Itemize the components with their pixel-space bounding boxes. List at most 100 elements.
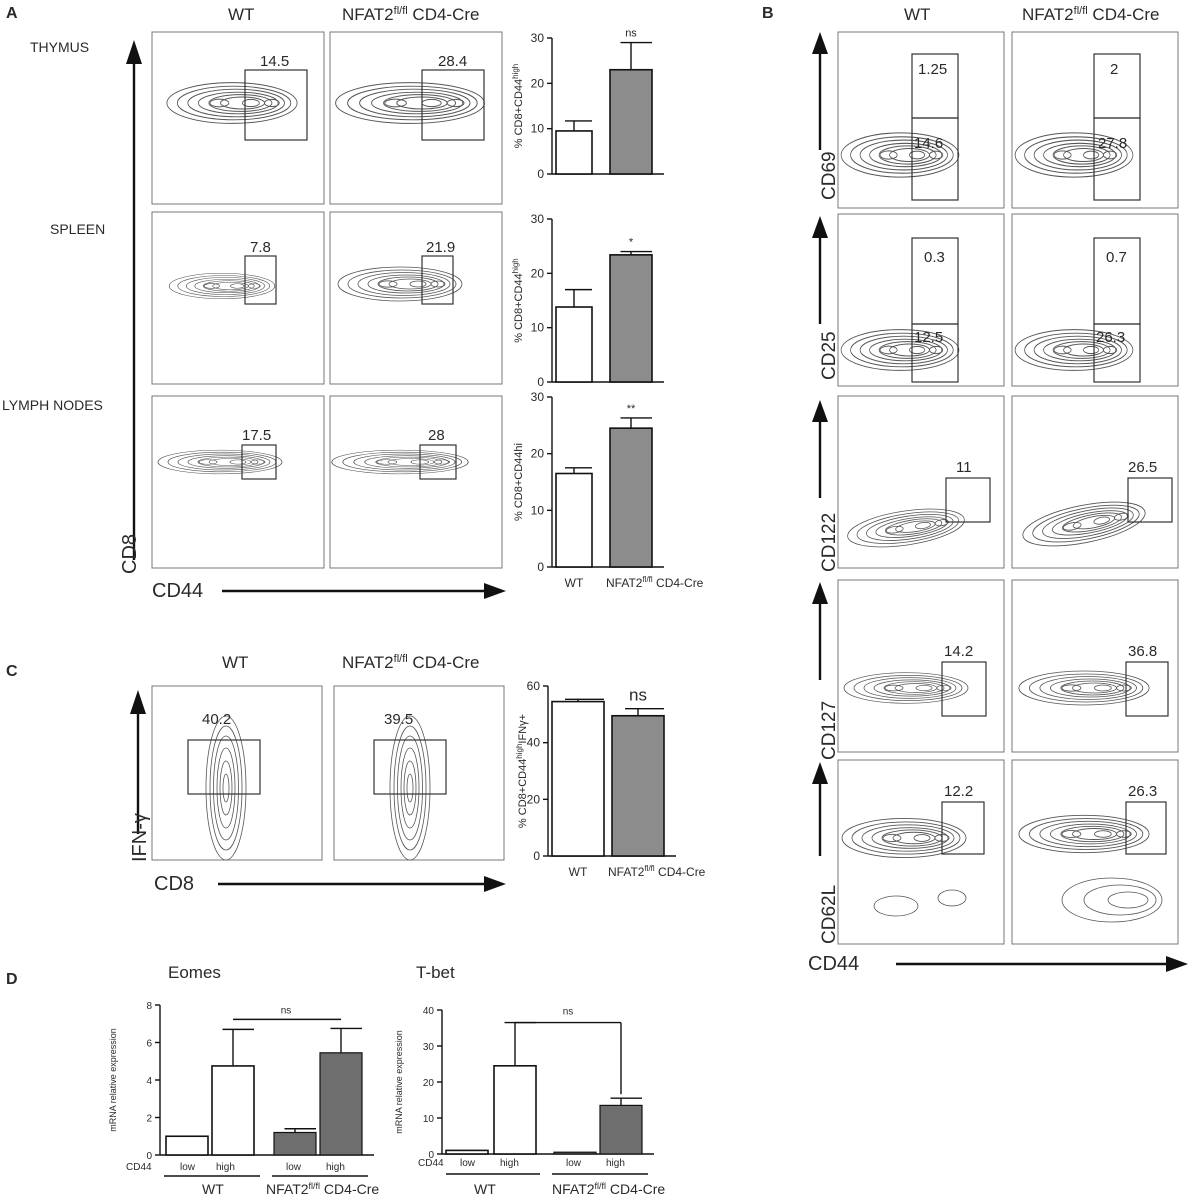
panel-d: D Eomes T-bet CD44 low high low high WT … <box>6 963 665 1197</box>
row-label-thymus: THYMUS <box>30 39 89 55</box>
significance-label: ** <box>627 403 636 415</box>
cd8-axis-label: CD8 <box>119 534 141 574</box>
row-label-lymph-nodes: LYMPH NODES <box>2 397 103 413</box>
arrowhead-icon <box>484 583 506 599</box>
y-tick-label: 20 <box>531 447 545 461</box>
arrowhead-icon <box>812 32 828 54</box>
bar <box>211 1065 255 1156</box>
gate-value-top: 0.3 <box>924 249 945 266</box>
bar <box>599 1104 643 1155</box>
y-axis-label: % CD8+CD44hi <box>513 443 525 521</box>
marker-label-cd62l: CD62L <box>819 885 840 944</box>
gate-value: 28.4 <box>438 53 467 70</box>
y-tick-label: 0 <box>537 560 544 574</box>
arrowhead-icon <box>130 690 146 714</box>
significance-label: ns <box>625 28 637 40</box>
plot-cd127-ko: 36.8 <box>1011 579 1179 753</box>
gate-value: 12.2 <box>944 783 973 800</box>
y-tick-label: 20 <box>527 792 541 806</box>
chart-d-eomes: 0 2 4 6 8 mRNA relative expression ns <box>108 1001 374 1162</box>
bar <box>165 1135 209 1156</box>
plot-ifng-ko: 39.5 <box>333 685 505 861</box>
y-tick-label: 20 <box>531 76 545 90</box>
plot-ifng-wt: 40.2 <box>151 685 323 861</box>
cd44-label: CD44 <box>418 1158 444 1169</box>
y-tick-label: 40 <box>423 1006 435 1017</box>
bar <box>551 700 605 857</box>
panel-a: A WT NFAT2fl/fl CD4-Cre THYMUS SPLEEN LY… <box>2 5 506 602</box>
low-label: low <box>286 1162 302 1173</box>
bar <box>609 68 653 175</box>
plot-spleen-wt: 7.8 <box>151 211 325 385</box>
y-tick-label: 30 <box>423 1042 435 1053</box>
gate-value: 28 <box>428 427 445 444</box>
plot-cd62l-wt: 12.2 <box>837 759 1005 945</box>
gate-value: 14.2 <box>944 643 973 660</box>
y-tick-label: 4 <box>146 1076 152 1087</box>
marker-label-cd25: CD25 <box>819 331 840 380</box>
bar <box>555 130 593 175</box>
arrowhead-icon <box>484 876 506 892</box>
y-tick-label: 30 <box>531 31 545 45</box>
gate <box>421 255 454 305</box>
gate-value: 7.8 <box>250 239 271 256</box>
eomes-title: Eomes <box>168 963 221 982</box>
high-label: high <box>216 1162 235 1173</box>
panel-c-x-axis-label: CD8 <box>154 873 194 895</box>
bar <box>611 714 665 857</box>
gate <box>421 69 485 141</box>
group-wt: WT <box>202 1181 224 1197</box>
group-ko: NFAT2fl/fl CD4-Cre <box>266 1181 379 1197</box>
plot-cd25-wt: 0.3 12.5 <box>837 213 1005 387</box>
arrowhead-icon <box>812 400 828 422</box>
gate <box>244 255 277 305</box>
y-axis-label: % CD8+CD44highIFNγ+ <box>515 714 529 828</box>
ifng-axis-label: IFN-γ <box>129 813 151 862</box>
y-tick-label: 0 <box>428 1150 434 1161</box>
x-tick-label: WT <box>565 576 584 590</box>
low-label: low <box>180 1162 196 1173</box>
plot-thymus-ko: 28.4 <box>329 31 503 205</box>
gate-value: 14.5 <box>260 53 289 70</box>
low-label: low <box>460 1158 476 1169</box>
y-axis-label: % CD8+CD44high <box>511 258 525 343</box>
gate <box>241 444 277 480</box>
bar <box>553 1151 597 1155</box>
y-tick-label: 20 <box>531 266 545 280</box>
gate-value-bottom: 27.8 <box>1098 135 1127 152</box>
cd44-label: CD44 <box>126 1162 152 1173</box>
high-label: high <box>500 1158 519 1169</box>
plot-thymus-wt: 14.5 <box>151 31 325 205</box>
panel-c: C WT NFAT2fl/fl CD4-Cre IFN-γ 40.2 39.5 … <box>6 653 506 895</box>
gate-value: 39.5 <box>384 711 413 728</box>
plot-cd25-ko: 0.7 26.3 <box>1011 213 1179 387</box>
significance-label: * <box>629 237 634 249</box>
marker-label-cd69: CD69 <box>819 151 840 200</box>
cd44-axis-label: CD44 <box>152 580 203 602</box>
y-tick-label: 0 <box>537 167 544 181</box>
high-label: high <box>606 1158 625 1169</box>
panel-a-col-wt: WT <box>228 5 254 24</box>
bar <box>493 1065 537 1155</box>
row-label-spleen: SPLEEN <box>50 221 105 237</box>
gate-value-bottom: 26.3 <box>1096 329 1125 346</box>
gate-value-top: 0.7 <box>1106 249 1127 266</box>
panel-b-col-ko: NFAT2fl/fl CD4-Cre <box>1022 5 1160 24</box>
panel-letter-d: D <box>6 971 18 988</box>
bar <box>273 1131 317 1156</box>
bar <box>319 1052 363 1156</box>
panel-a-col-ko: NFAT2fl/fl CD4-Cre <box>342 5 480 24</box>
tbet-title: T-bet <box>416 963 455 982</box>
high-label: high <box>326 1162 345 1173</box>
plot-cd122-ko: 26.5 <box>1011 395 1179 569</box>
gate-value-top: 1.25 <box>918 61 947 78</box>
gate-value: 26.5 <box>1128 459 1157 476</box>
bar <box>445 1149 489 1155</box>
chart-d-tbet: 0 10 20 30 40 mRNA relative expression ns <box>394 1006 654 1161</box>
y-axis-label: mRNA relative expression <box>108 1028 118 1132</box>
y-tick-label: 10 <box>531 503 545 517</box>
chart-c-ifng: 0 20 40 60 % CD8+CD44highIFNγ+ ns WT NFAT2fl/fl… <box>515 679 706 879</box>
y-axis-label: mRNA relative expression <box>394 1030 404 1134</box>
